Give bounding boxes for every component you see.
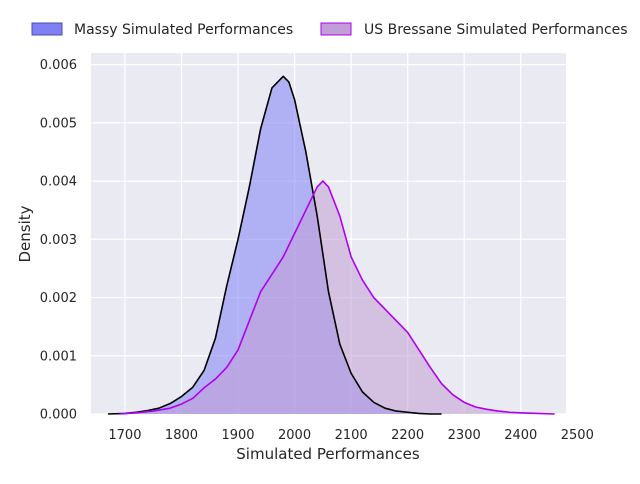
- series-line-1: [119, 180, 555, 415]
- x-tick-label: 2100: [335, 428, 368, 443]
- x-tick-label: 2200: [391, 428, 424, 443]
- legend: Massy Simulated Performances US Bressane…: [31, 22, 628, 38]
- y-tick-label: 0.000: [40, 408, 77, 423]
- x-tick-label: 1900: [221, 428, 254, 443]
- x-tick-label: 1700: [108, 428, 141, 443]
- y-tick-label: 0.003: [40, 233, 77, 248]
- series-area-0: [107, 76, 442, 414]
- y-axis-ticks: 0.000 0.001 0.002 0.003 0.004 0.005 0.006: [40, 58, 77, 422]
- x-tick-label: 2300: [448, 428, 481, 443]
- series-layer: [107, 75, 555, 415]
- y-tick-label: 0.006: [40, 58, 77, 73]
- y-tick-label: 0.005: [40, 116, 77, 131]
- legend-label-bressane: US Bressane Simulated Performances: [364, 22, 628, 38]
- legend-swatch-massy: [31, 22, 63, 36]
- y-tick-label: 0.004: [40, 175, 77, 190]
- y-tick-label: 0.001: [40, 349, 77, 364]
- x-axis-label: Simulated Performances: [236, 445, 420, 463]
- series-area-1: [119, 181, 555, 414]
- legend-label-massy: Massy Simulated Performances: [74, 22, 293, 38]
- series-line-0: [107, 75, 442, 415]
- x-tick-label: 2400: [504, 428, 537, 443]
- x-tick-label: 1800: [165, 428, 198, 443]
- x-axis-ticks: 1700 1800 1900 2000 2100 2200 2300 2400 2500: [108, 428, 593, 443]
- y-axis-label: Density: [16, 205, 34, 262]
- legend-swatch-bressane: [320, 22, 352, 36]
- y-tick-label: 0.002: [40, 291, 77, 306]
- x-tick-label: 2000: [278, 428, 311, 443]
- x-tick-label: 2500: [561, 428, 594, 443]
